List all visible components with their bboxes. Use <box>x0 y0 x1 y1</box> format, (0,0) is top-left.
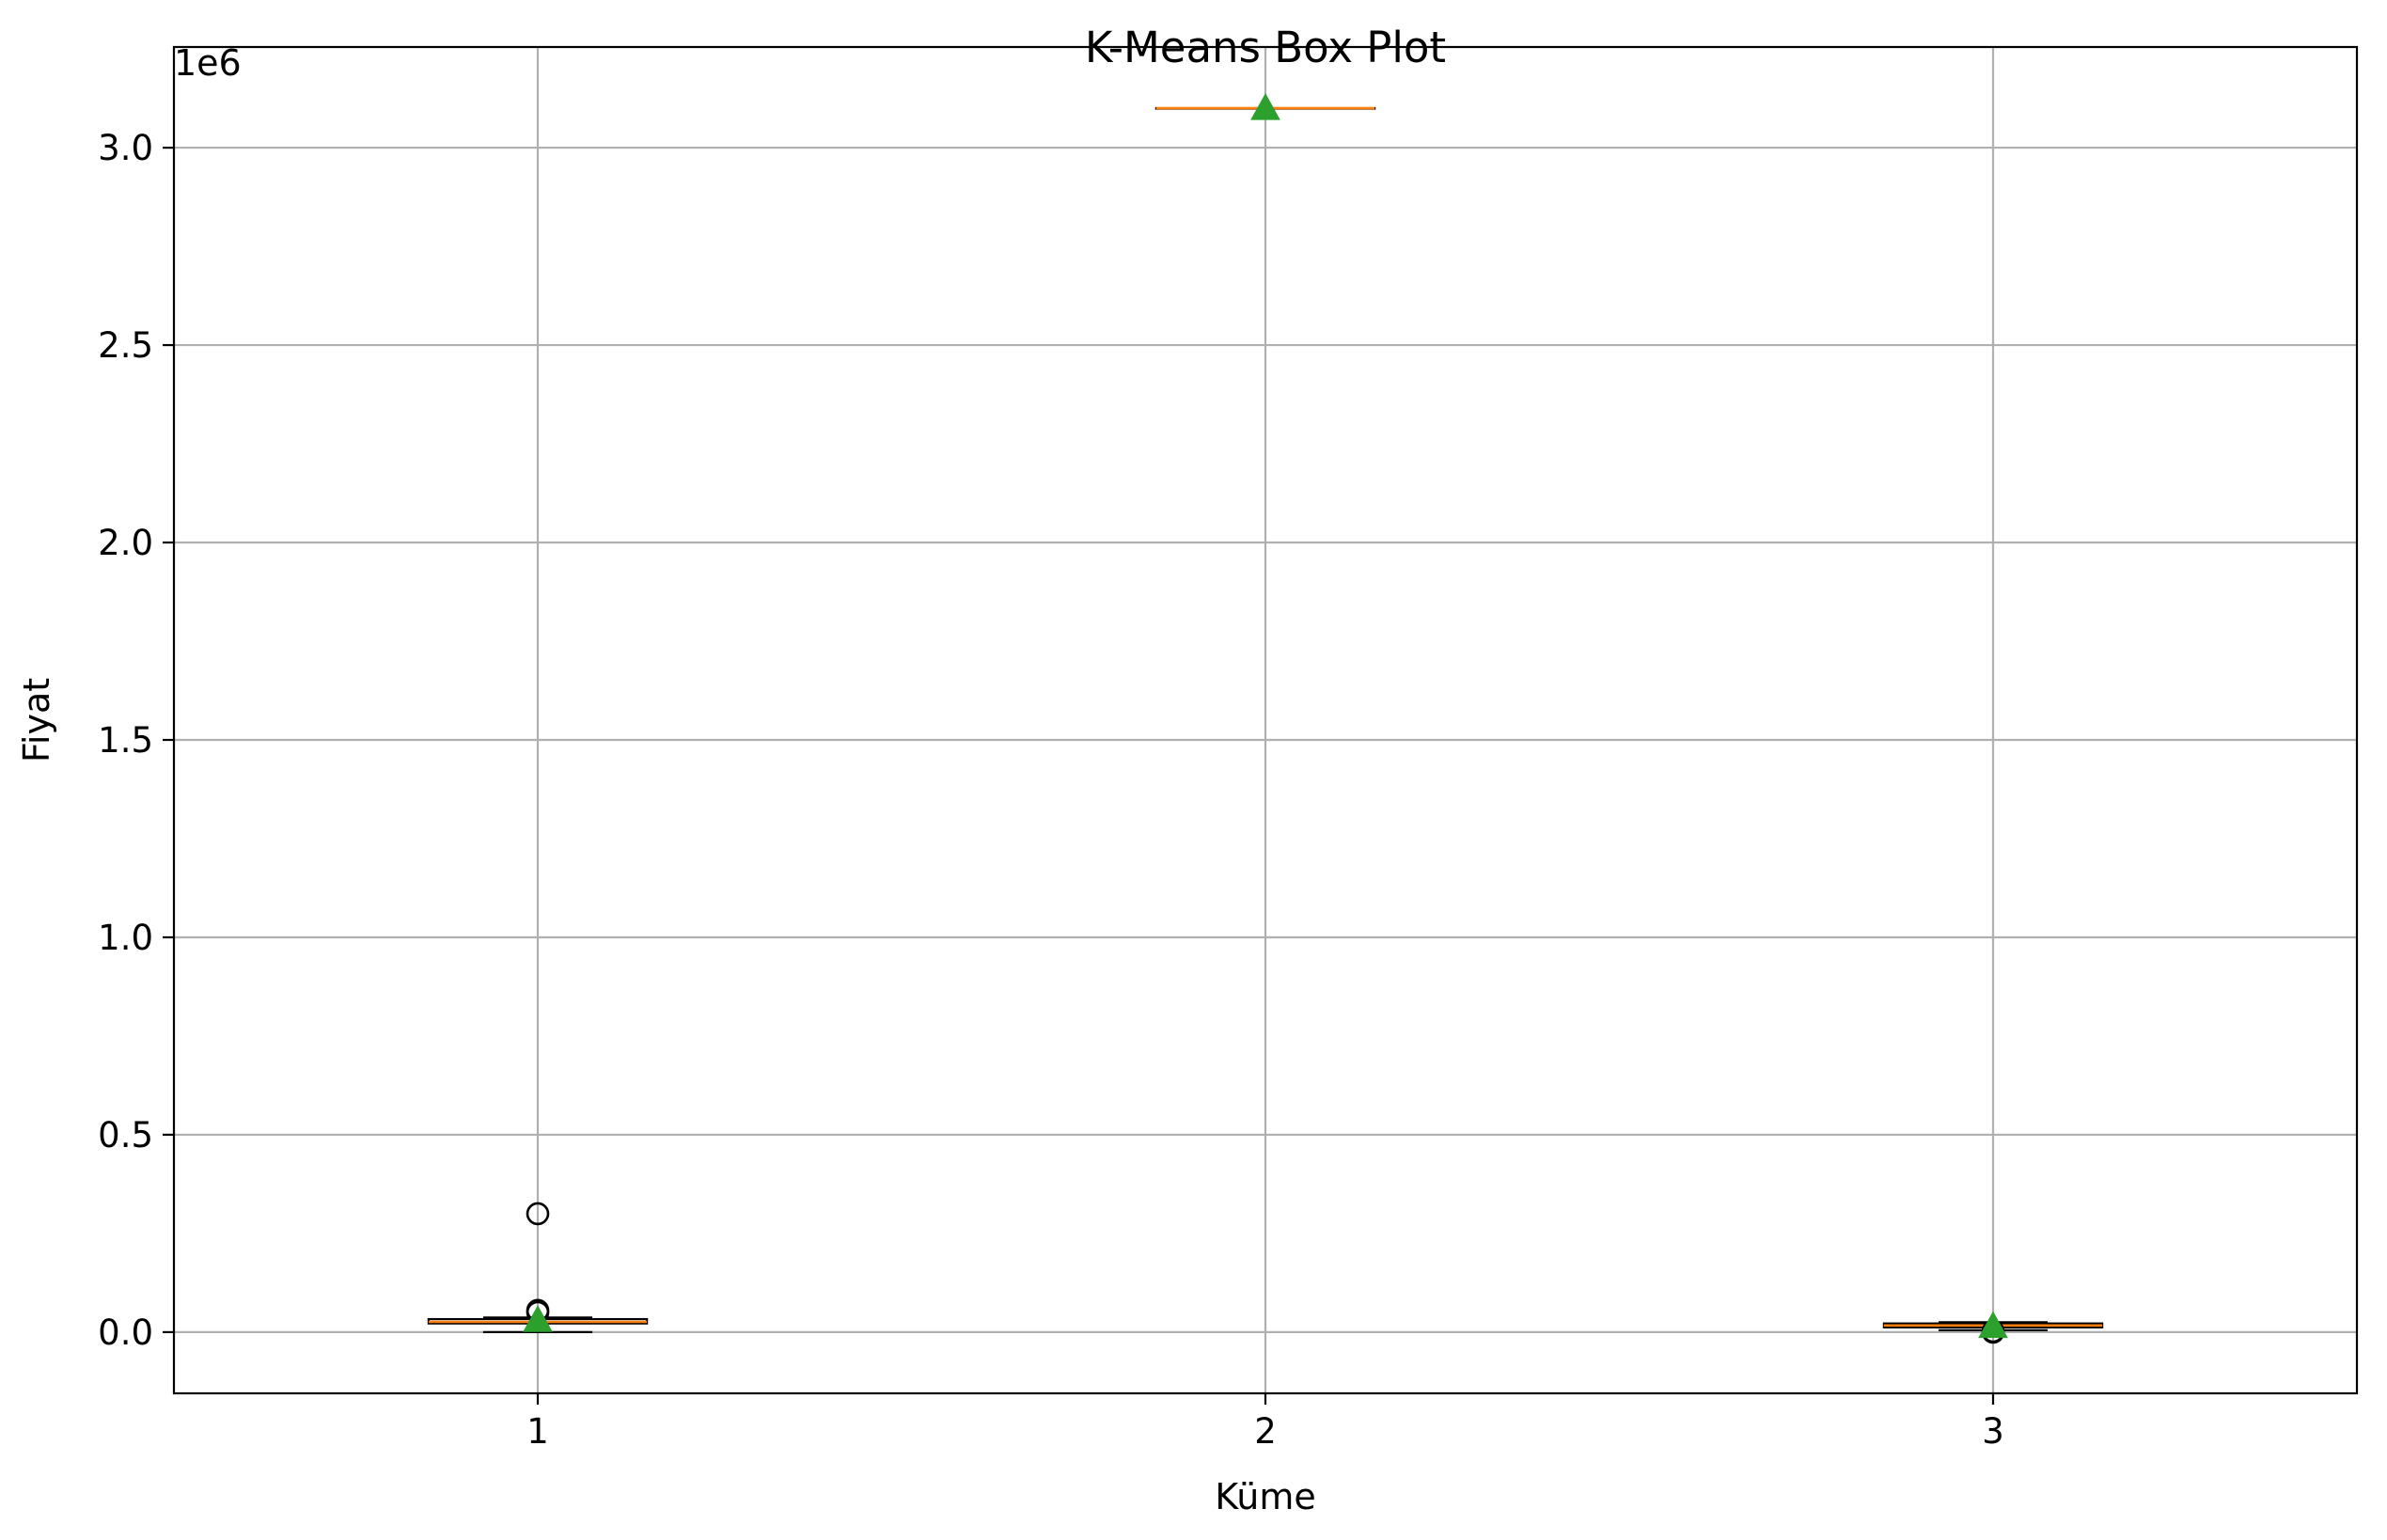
y-tick-label: 0.5 <box>98 1115 153 1155</box>
mean-marker <box>1978 1311 2008 1339</box>
y-tick-label: 3.0 <box>98 128 153 168</box>
x-tick-label: 1 <box>526 1411 549 1452</box>
y-axis-label: Fiyat <box>16 678 57 762</box>
mean-marker <box>523 1305 553 1332</box>
chart-title: K-Means Box Plot <box>1085 23 1446 72</box>
outlier-point <box>526 1202 550 1226</box>
y-tick-label: 1.0 <box>98 918 153 958</box>
x-tick-label: 3 <box>1982 1411 2004 1452</box>
y-tick-label: 0.0 <box>98 1312 153 1353</box>
x-tick-label: 2 <box>1254 1411 1277 1452</box>
box-group-3 <box>1882 1311 2104 1344</box>
box-group-2 <box>1154 93 1376 120</box>
box-plot-marks <box>427 93 2104 1344</box>
y-tick-label: 1.5 <box>98 720 153 761</box>
y-tick-label: 2.5 <box>98 325 153 366</box>
box-group-1 <box>427 1202 649 1334</box>
x-axis-label: Küme <box>1215 1476 1316 1517</box>
y-tick-label: 2.0 <box>98 523 153 563</box>
y-axis-offset-label: 1e6 <box>174 42 242 84</box>
mean-marker <box>1250 93 1280 120</box>
grid-lines <box>174 47 2357 1393</box>
axis-ticks: 0.0 0.5 1.0 1.5 2.0 2.5 3.0 1 2 3 <box>98 128 2004 1452</box>
